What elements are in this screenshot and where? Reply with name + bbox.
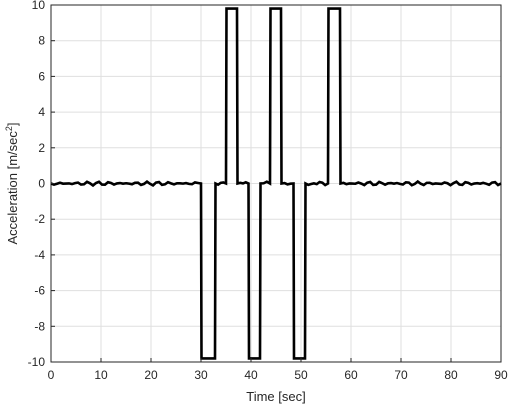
x-tick-label: 80 (444, 368, 458, 382)
y-tick-label: 10 (32, 0, 46, 12)
y-axis-label: Acceleration [m/sec2] (4, 122, 20, 244)
x-axis-ticks: 0 10 20 30 40 50 60 70 80 90 (48, 358, 508, 382)
y-tick-label: 6 (38, 69, 45, 83)
x-tick-label: 60 (344, 368, 358, 382)
x-tick-label: 90 (494, 368, 508, 382)
x-tick-label: 30 (194, 368, 208, 382)
y-tick-label: -10 (28, 355, 46, 369)
y-tick-label: 4 (38, 105, 45, 119)
y-tick-label: 8 (38, 34, 45, 48)
y-axis-label-superscript: 2 (4, 126, 14, 131)
y-axis-label-end: ] (5, 122, 20, 126)
y-tick-label: -2 (34, 212, 45, 226)
y-tick-label: 0 (38, 177, 45, 191)
x-tick-label: 70 (394, 368, 408, 382)
y-tick-label: -8 (34, 319, 45, 333)
y-axis-ticks: -10 -8 -6 -4 -2 0 2 4 6 8 10 (28, 0, 55, 369)
x-tick-label: 50 (294, 368, 308, 382)
x-tick-label: 10 (94, 368, 108, 382)
y-tick-label: 2 (38, 141, 45, 155)
x-axis-label: Time [sec] (246, 389, 305, 404)
x-tick-label: 40 (244, 368, 258, 382)
x-tick-label: 0 (48, 368, 55, 382)
y-tick-label: -6 (34, 284, 45, 298)
y-tick-label: -4 (34, 248, 45, 262)
x-tick-label: 20 (144, 368, 158, 382)
acceleration-series-line (50, 7, 502, 360)
y-axis-label-main: Acceleration [m/sec (5, 131, 20, 245)
